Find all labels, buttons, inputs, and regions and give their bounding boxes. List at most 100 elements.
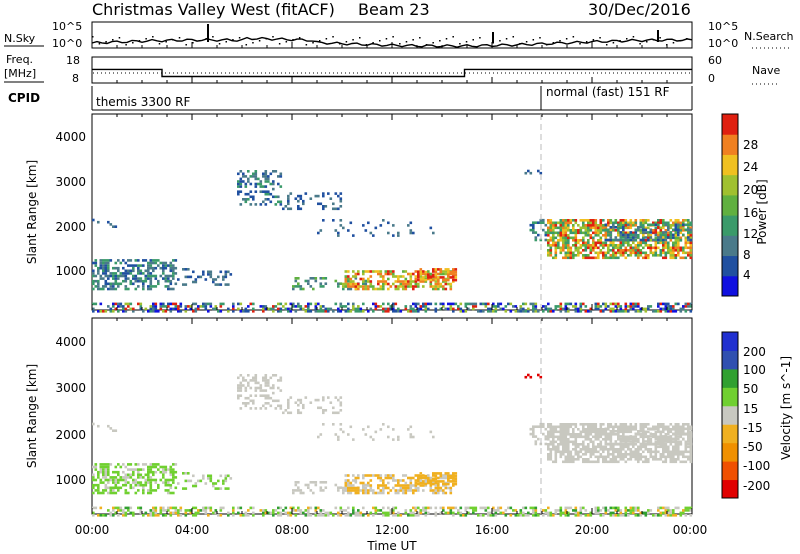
range-gate [357, 305, 360, 308]
range-gate [442, 506, 445, 510]
range-gate [677, 302, 680, 306]
range-gate [207, 302, 210, 306]
range-gate [667, 455, 670, 459]
power-cbar-tick-20: 20 [743, 183, 758, 197]
range-gate [137, 277, 140, 280]
range-gate [609, 458, 613, 461]
range-gate [184, 514, 188, 517]
range-gate [619, 236, 623, 239]
range-gate [657, 450, 660, 454]
range-gate [127, 509, 130, 512]
range-gate [557, 443, 560, 446]
range-gate [584, 433, 588, 436]
range-gate [547, 423, 550, 426]
range-gate [289, 514, 293, 517]
range-gate [322, 305, 325, 308]
range-gate [549, 224, 553, 227]
range-gate [334, 279, 338, 283]
freq-label-line1: Freq. [6, 53, 33, 66]
range-gate [284, 205, 288, 208]
range-gate [402, 275, 405, 278]
range-gate [134, 468, 138, 471]
range-gate [124, 287, 128, 291]
range-gate [547, 229, 550, 232]
range-gate [582, 219, 585, 222]
range-gate [339, 409, 343, 412]
range-gate [664, 231, 668, 234]
range-gate [174, 509, 178, 512]
range-gate [674, 221, 678, 225]
range-gate [587, 425, 590, 429]
range-gate [132, 274, 135, 278]
range-gate [109, 272, 113, 275]
range-gate [422, 481, 425, 485]
range-gate [627, 310, 630, 313]
range-gate [277, 195, 280, 199]
range-gate [567, 234, 570, 237]
range-gate [369, 285, 373, 288]
range-gate [569, 246, 573, 250]
range-gate [387, 474, 390, 477]
range-gate [659, 254, 663, 257]
range-gate [404, 307, 408, 311]
range-gate [567, 460, 570, 464]
range-gate [637, 256, 640, 260]
range-gate [532, 226, 535, 229]
range-gate [314, 302, 318, 306]
range-gate [307, 282, 310, 285]
range-gate [547, 221, 550, 225]
range-gate [434, 474, 438, 478]
range-gate [409, 282, 413, 286]
range-gate [294, 197, 298, 200]
noise-dot [632, 36, 635, 38]
range-gate [269, 192, 273, 196]
range-gate [169, 468, 173, 471]
range-gate [447, 307, 450, 311]
range-gate [252, 195, 255, 199]
range-gate [269, 404, 273, 408]
range-gate [522, 511, 525, 515]
range-gate [534, 425, 538, 428]
range-gate [247, 310, 250, 313]
range-gate [119, 465, 123, 469]
range-gate [307, 486, 310, 489]
range-gate [372, 514, 375, 517]
range-gate [384, 280, 388, 283]
range-gate [659, 506, 663, 510]
range-gate [417, 480, 420, 483]
range-gate [674, 256, 678, 260]
range-gate [417, 273, 420, 277]
range-gate [582, 224, 585, 227]
range-gate [362, 489, 365, 492]
range-gate [559, 450, 563, 454]
power-cbar-tick-24: 24 [743, 160, 758, 174]
range-gate [452, 476, 455, 480]
range-gate [644, 221, 648, 225]
range-gate [372, 270, 375, 273]
range-gate [162, 277, 165, 280]
range-gate [659, 249, 663, 252]
range-gate [669, 460, 673, 464]
range-gate [689, 442, 693, 446]
range-gate [599, 448, 603, 451]
range-gate [164, 514, 168, 517]
range-gate [414, 282, 418, 286]
range-gate [109, 282, 113, 286]
range-gate [637, 458, 640, 461]
range-gate [409, 231, 413, 235]
range-gate [397, 489, 400, 492]
range-gate [227, 487, 230, 490]
range-gate [667, 432, 670, 436]
range-gate [674, 302, 678, 306]
range-gate [644, 310, 648, 313]
range-gate [547, 244, 550, 247]
range-gate [434, 486, 438, 490]
range-gate [627, 254, 630, 257]
range-gate [152, 305, 155, 308]
range-gate [672, 509, 675, 512]
range-gate [559, 302, 563, 306]
range-gate [654, 238, 658, 242]
range-gate [187, 509, 190, 512]
range-gate [634, 435, 638, 438]
range-gate [549, 453, 553, 456]
